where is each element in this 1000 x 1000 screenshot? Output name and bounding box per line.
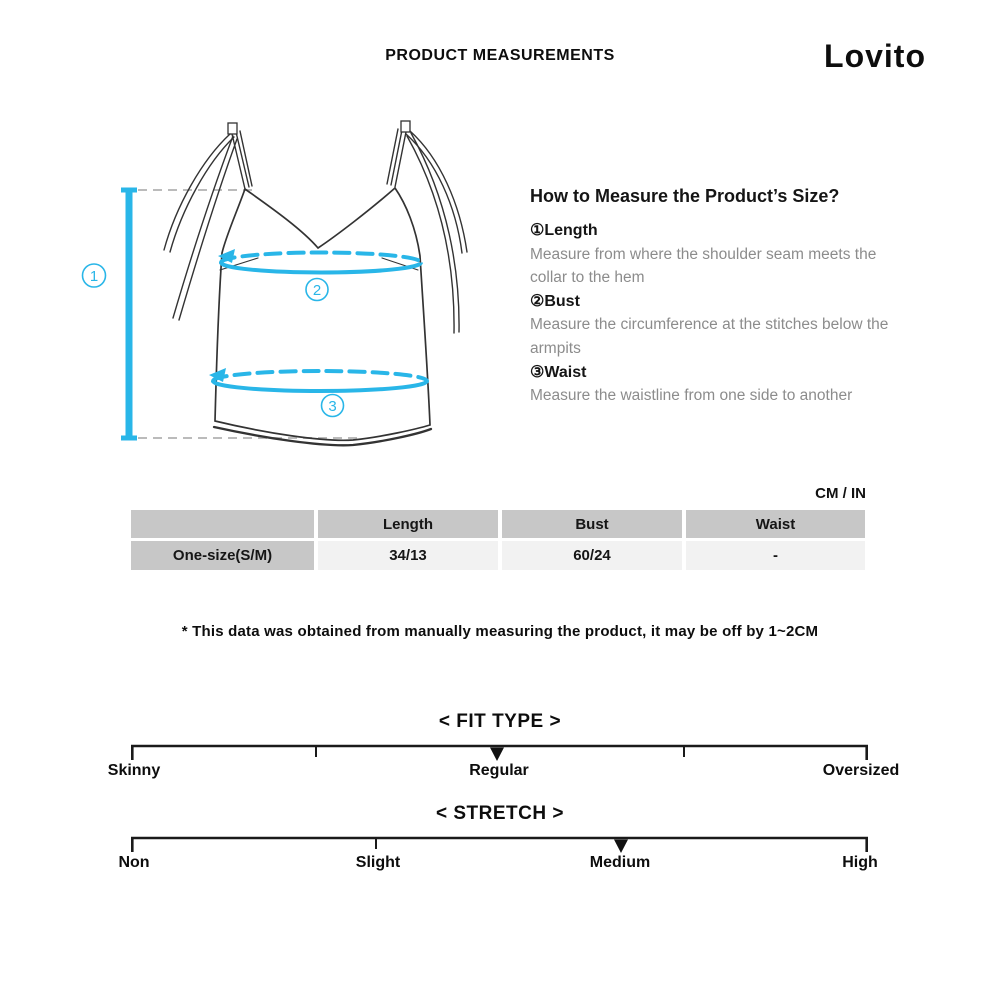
unit-label: CM / IN	[815, 485, 866, 502]
svg-text:3: 3	[328, 398, 336, 415]
fit-label-skinny: Skinny	[107, 762, 161, 779]
brand-logo: Lovito	[824, 38, 926, 74]
stretch-scale	[131, 836, 869, 853]
cell-bust-value: 60/24	[502, 541, 682, 570]
measure-item-bust: ②Bust Measure the circumference at the s…	[530, 290, 906, 361]
col-header-length: Length	[318, 510, 498, 538]
fit-type-scale	[131, 744, 869, 761]
fit-type-title: < FIT TYPE >	[438, 711, 562, 732]
size-table: Length Bust Waist One-size(S/M) 34/13 60…	[131, 510, 866, 570]
row-header-one-size: One-size(S/M)	[131, 541, 314, 570]
svg-text:1: 1	[90, 268, 98, 285]
bust-arrow-icon	[218, 249, 235, 263]
cell-length-value: 34/13	[318, 541, 498, 570]
left-strap	[163, 122, 253, 321]
measure-guide-lines	[138, 189, 362, 439]
measure-item-label: ③Waist	[530, 363, 587, 381]
measure-item-desc: Measure from where the shoulder seam mee…	[530, 245, 877, 287]
bust-measure-ellipse	[218, 249, 423, 275]
badge-1: 1	[81, 263, 107, 288]
howto-heading: How to Measure the Product’s Size?	[530, 186, 840, 206]
fit-type-marker-icon	[490, 747, 504, 761]
stretch-label-slight: Slight	[355, 854, 401, 871]
col-header-waist: Waist	[686, 510, 865, 538]
col-header-size	[131, 510, 314, 538]
measure-item-waist: ③Waist Measure the waistline from one si…	[530, 361, 906, 408]
measure-item-length: ①Length Measure from where the shoulder …	[530, 219, 906, 290]
right-strap	[386, 120, 468, 334]
cell-waist-value: -	[686, 541, 865, 570]
measure-item-label: ①Length	[530, 222, 598, 239]
measure-item-label: ②Bust	[530, 292, 580, 310]
stretch-label-medium: Medium	[589, 854, 651, 871]
col-header-bust: Bust	[502, 510, 682, 538]
waist-measure-ellipse	[209, 368, 429, 393]
stretch-title: < STRETCH >	[436, 803, 564, 824]
waist-arrow-icon	[209, 368, 226, 382]
length-measure-bar	[121, 187, 137, 441]
fit-label-regular: Regular	[469, 762, 529, 779]
page-title: PRODUCT MEASUREMENTS	[385, 47, 615, 64]
fit-label-oversized: Oversized	[822, 762, 900, 779]
measure-item-desc: Measure the circumference at the stitche…	[530, 316, 889, 357]
badge-3: 3	[320, 393, 345, 418]
stretch-label-high: High	[842, 854, 878, 871]
svg-text:2: 2	[313, 282, 321, 299]
garment-measurement-diagram: 1 2 3	[81, 120, 468, 447]
camisole-drawing	[163, 120, 468, 447]
stretch-marker-icon	[614, 839, 628, 853]
how-to-measure-section: How to Measure the Product’s Size? ①Leng…	[530, 186, 906, 408]
stretch-label-non: Non	[118, 854, 150, 871]
badge-2: 2	[305, 277, 329, 302]
measure-item-desc: Measure the waistline from one side to a…	[530, 387, 853, 405]
measure-badges: 1 2 3	[81, 263, 345, 418]
disclaimer-note: * This data was obtained from manually m…	[181, 623, 819, 640]
